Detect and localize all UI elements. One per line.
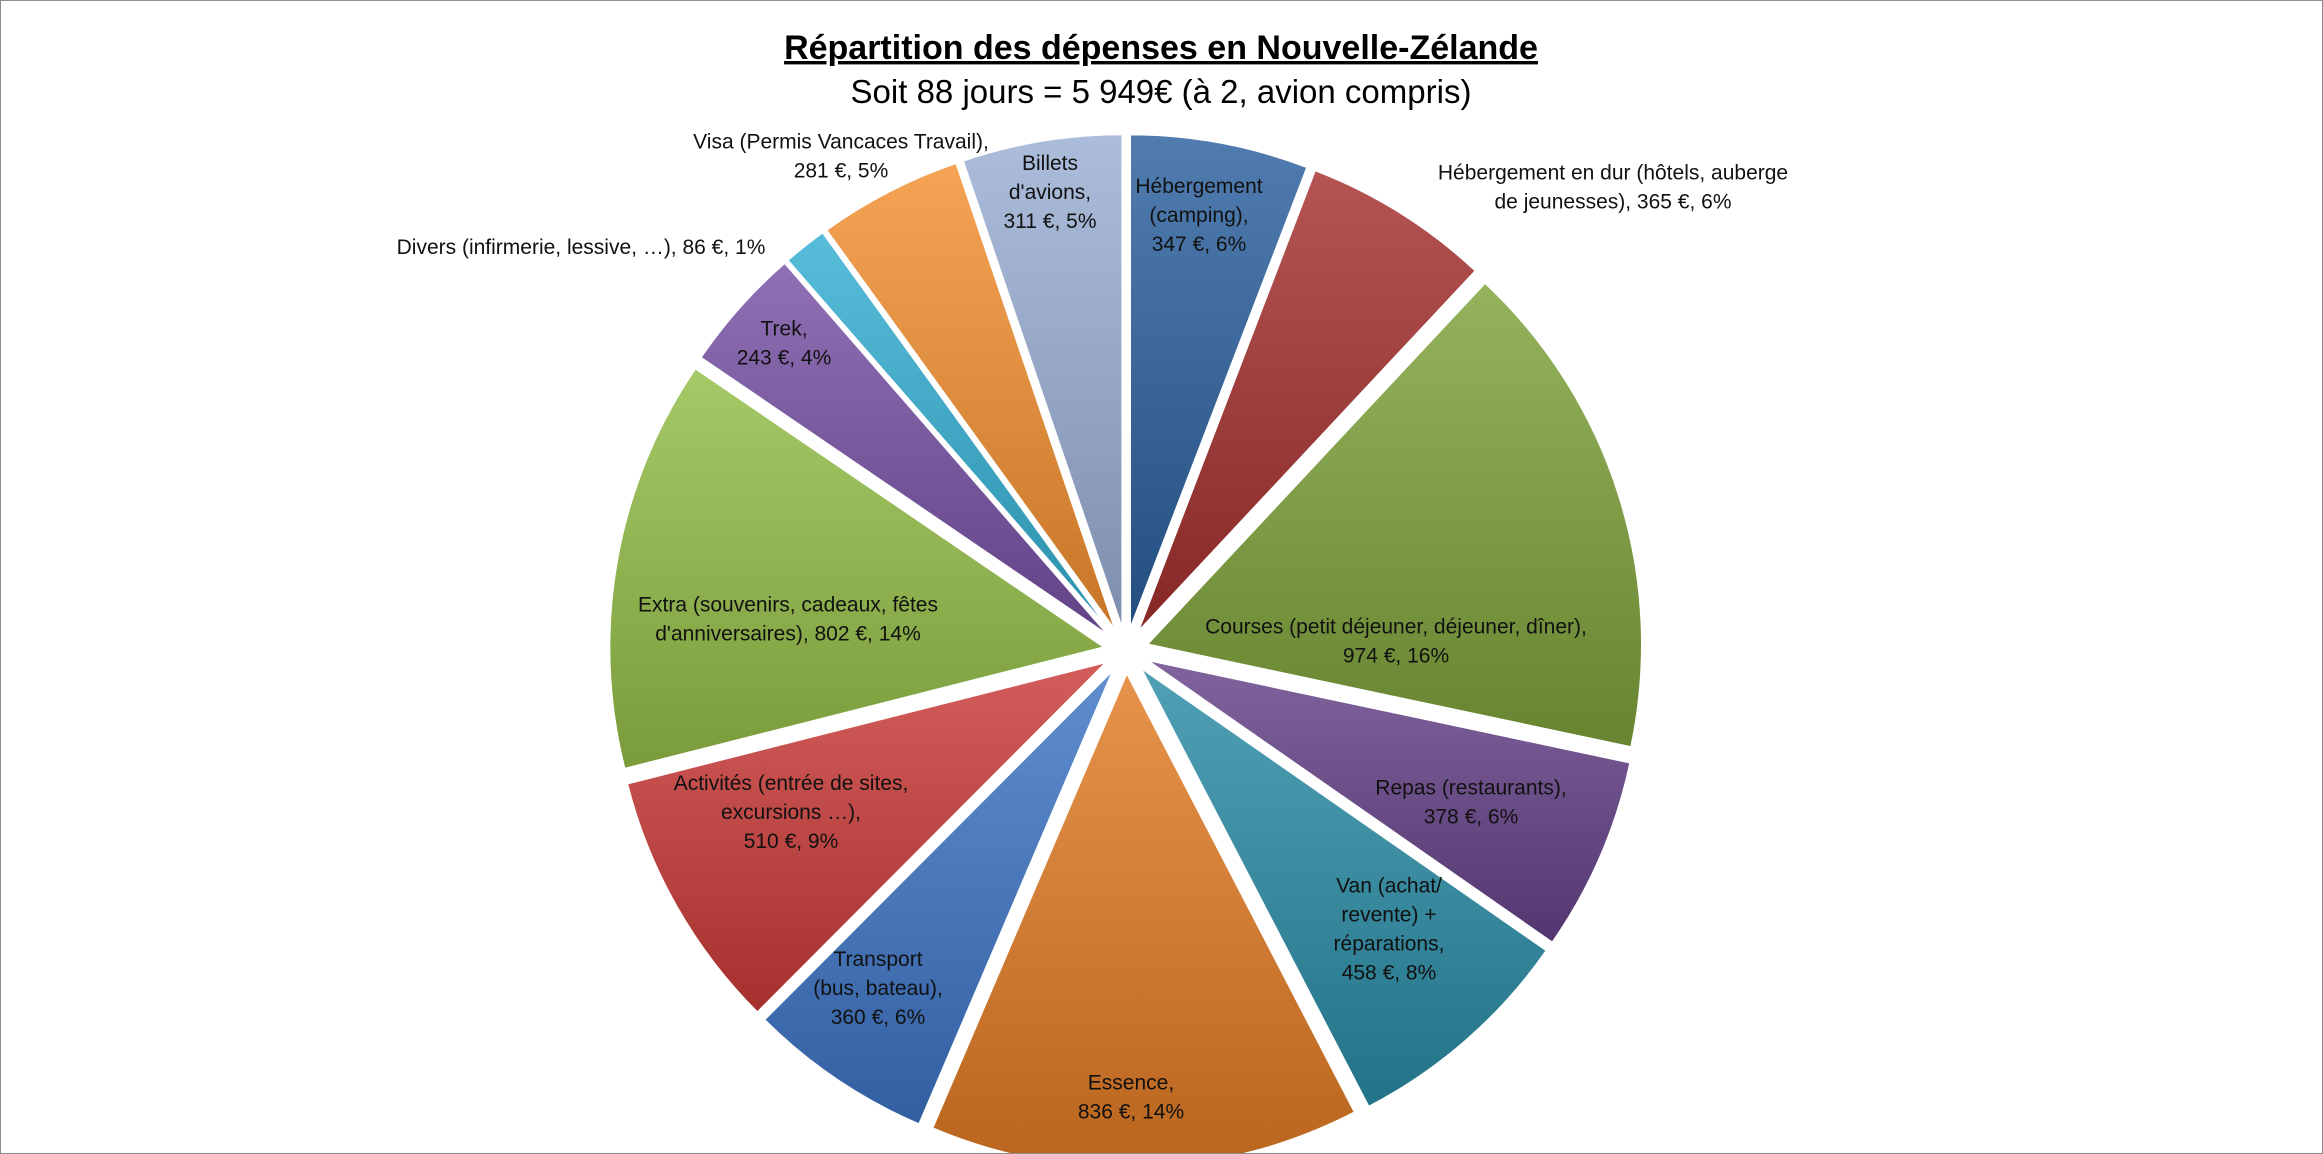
- data-label-trek: Trek, 243 €, 4%: [737, 318, 832, 370]
- data-label-line: Trek,: [760, 318, 807, 341]
- data-label-line: Activités (entrée de sites,: [674, 772, 909, 795]
- data-label-extra-souvenirs-cadeaux-fetes-d-anniversaires: Extra (souvenirs, cadeaux, fêtes d'annive…: [638, 594, 938, 646]
- data-label-line: revente) +: [1341, 904, 1436, 927]
- data-label-van-achat-revente-reparations: Van (achat/revente) + réparations, 458 €, …: [1334, 875, 1445, 985]
- data-label-line: de jeunesses), 365 €, 6%: [1495, 191, 1732, 214]
- pie-slice-trek: [699, 261, 1111, 638]
- data-label-line: 243 €, 4%: [737, 347, 832, 370]
- data-label-line: Hébergement en dur (hôtels, auberge: [1438, 162, 1788, 185]
- data-label-essence: Essence, 836 €, 14%: [1078, 1072, 1184, 1124]
- data-label-line: 281 €, 5%: [794, 160, 889, 183]
- chart-subtitle: Soit 88 jours = 5 949€ (à 2, avion compr…: [851, 73, 1472, 110]
- pie-slices: [608, 133, 1643, 1153]
- data-label-line: (camping),: [1149, 204, 1248, 227]
- pie-slice-van-achat-revente-reparations: [1139, 666, 1549, 1109]
- data-label-hebergement-camping: Hébergement (camping), 347 €, 6%: [1135, 175, 1262, 256]
- pie-slice-repas-restaurants: [1145, 658, 1632, 945]
- data-label-line: Essence,: [1088, 1072, 1174, 1095]
- data-label-line: d'avions,: [1009, 181, 1091, 204]
- data-label-line: 974 €, 16%: [1343, 645, 1449, 668]
- data-label-line: Hébergement: [1135, 175, 1262, 198]
- data-label-divers-infirmerie-lessive: Divers (infirmerie, lessive, …), 86 €, 1…: [397, 236, 766, 259]
- pie-slice-extra-souvenirs-cadeaux-fetes-d-anniversaires: [608, 366, 1107, 771]
- data-label-transport-bus-bateau: Transport (bus, bateau), 360 €, 6%: [813, 948, 943, 1029]
- data-label-line: (bus, bateau),: [813, 977, 943, 1000]
- pie-slice-activites-entree-de-sites-excursions: [625, 660, 1111, 1014]
- data-label-line: 510 €, 9%: [744, 830, 839, 853]
- data-label-line: Extra (souvenirs, cadeaux, fêtes: [638, 594, 938, 617]
- data-label-repas-restaurants: Repas (restaurants), 378 €, 6%: [1375, 777, 1566, 829]
- pie-slice-courses-petit-dejeuner-dejeuner-diner: [1145, 281, 1643, 749]
- data-label-activites-entree-de-sites-excursions: Activités (entrée de sites, excursions …)…: [674, 772, 909, 853]
- data-label-line: Transport: [833, 948, 922, 971]
- pie-labels: Hébergement (camping), 347 €, 6%Hébergemen…: [397, 131, 1789, 1124]
- data-label-line: 347 €, 6%: [1152, 233, 1247, 256]
- data-label-line: réparations,: [1334, 933, 1445, 956]
- chart-title: Répartition des dépenses en Nouvelle-Zél…: [784, 29, 1538, 67]
- data-label-line: Billets: [1022, 152, 1078, 175]
- pie-slice-hebergement-en-dur-hotels-auberge-de-jeunesses: [1136, 168, 1478, 634]
- data-label-line: Divers (infirmerie, lessive, …), 86 €, 1…: [397, 236, 766, 259]
- pie-slice-transport-bus-bateau: [762, 668, 1115, 1126]
- data-label-line: excursions …),: [721, 801, 861, 824]
- data-label-line: 311 €, 5%: [1003, 210, 1096, 233]
- data-label-hebergement-en-dur-hotels-auberge-de-jeunesses: Hébergement en dur (hôtels, auberge de je…: [1438, 162, 1788, 214]
- data-label-line: 378 €, 6%: [1424, 806, 1519, 829]
- data-label-line: Visa (Permis Vancaces Travail),: [693, 131, 989, 154]
- data-label-line: Courses (petit déjeuner, déjeuner, dîner…: [1205, 616, 1587, 639]
- pie-slice-divers-infirmerie-lessive: [786, 230, 1114, 635]
- data-label-line: 360 €, 6%: [831, 1006, 926, 1029]
- data-label-line: Repas (restaurants),: [1375, 777, 1566, 800]
- pie-slice-essence: [930, 670, 1357, 1153]
- data-label-line: d'anniversaires), 802 €, 14%: [655, 623, 921, 646]
- data-label-line: 836 €, 14%: [1078, 1101, 1184, 1124]
- data-label-line: 458 €, 8%: [1342, 962, 1437, 985]
- pie-slice-visa-permis-vancaces-travail: [824, 161, 1117, 633]
- data-label-billets-d-avions: Billets d'avions, 311 €, 5%: [1003, 152, 1096, 233]
- pie-slice-hebergement-camping: [1129, 133, 1309, 630]
- data-label-visa-permis-vancaces-travail: Visa (Permis Vancaces Travail), 281 €, 5%: [693, 131, 989, 183]
- pie-slice-billets-d-avions: [961, 133, 1124, 630]
- data-label-courses-petit-dejeuner-dejeuner-diner: Courses (petit déjeuner, déjeuner, dîner…: [1205, 616, 1587, 668]
- data-label-line: Van (achat/: [1336, 875, 1442, 898]
